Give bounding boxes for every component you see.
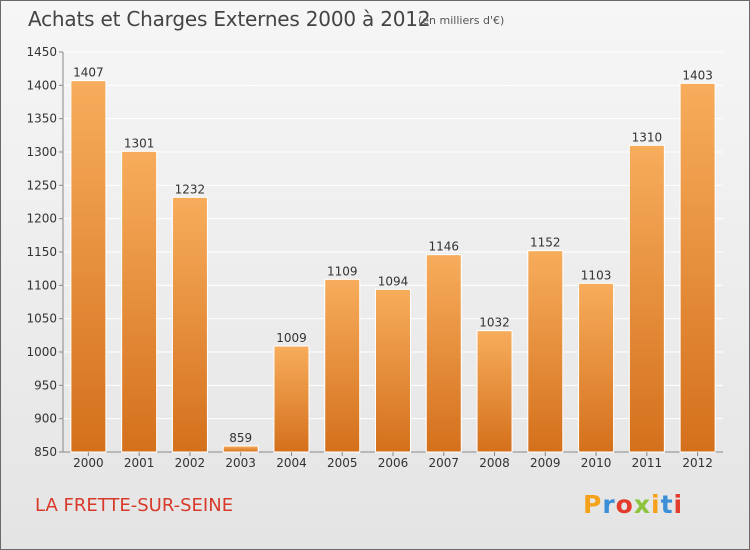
- x-tick-label: 2002: [175, 456, 206, 470]
- bar-2002: [171, 196, 208, 453]
- chart-subtitle: (en milliers d'€): [418, 14, 505, 27]
- bar-2009: [527, 250, 564, 453]
- bar-value-label: 1009: [276, 331, 307, 345]
- x-tick-label: 2001: [124, 456, 155, 470]
- y-tick-label: 1150: [26, 245, 57, 259]
- commune-name: LA FRETTE-SUR-SEINE: [35, 495, 234, 516]
- logo-letter: r: [602, 490, 616, 519]
- y-tick-label: 900: [34, 412, 57, 426]
- bar-2000: [70, 80, 107, 453]
- logo-letter: i: [651, 490, 661, 519]
- x-tick-label: 2011: [632, 456, 663, 470]
- bar-2011: [628, 144, 665, 453]
- bar-value-label: 1310: [632, 130, 663, 144]
- y-tick-label: 850: [34, 445, 57, 459]
- bar-2004: [273, 345, 310, 453]
- x-tick-label: 2010: [581, 456, 612, 470]
- x-tick-label: 2012: [682, 456, 713, 470]
- x-tick-label: 2003: [225, 456, 256, 470]
- y-tick-label: 950: [34, 378, 57, 392]
- x-tick-label: 2008: [479, 456, 510, 470]
- chart-title: Achats et Charges Externes 2000 à 2012: [28, 7, 431, 31]
- bar-value-label: 1232: [175, 182, 206, 196]
- y-tick-label: 1050: [26, 312, 57, 326]
- bar-value-label: 1109: [327, 264, 358, 278]
- bar-2001: [121, 150, 158, 453]
- logo-letter: t: [660, 490, 674, 519]
- proxiti-logo[interactable]: Proxiti: [583, 490, 683, 519]
- bar-value-label: 1301: [124, 136, 155, 150]
- bar-2006: [375, 288, 411, 453]
- logo-letter: x: [633, 490, 651, 519]
- y-tick-label: 1400: [26, 78, 57, 92]
- logo-letter: P: [583, 490, 603, 519]
- bar-value-label: 1103: [581, 268, 612, 282]
- bar-value-label: 1152: [530, 236, 561, 250]
- y-tick-label: 1200: [26, 212, 57, 226]
- y-tick-label: 1000: [26, 345, 57, 359]
- y-tick-label: 1350: [26, 112, 57, 126]
- bar-value-label: 859: [229, 431, 252, 445]
- x-tick-label: 2000: [73, 456, 104, 470]
- bar-value-label: 1032: [479, 316, 510, 330]
- bar-2010: [578, 282, 615, 453]
- x-tick-label: 2009: [530, 456, 561, 470]
- bar-2007: [425, 254, 462, 453]
- logo-letter: i: [673, 490, 684, 519]
- bar-2005: [324, 278, 361, 453]
- bar-value-label: 1403: [682, 68, 713, 82]
- y-tick-label: 1450: [26, 45, 57, 59]
- y-tick-label: 1250: [26, 178, 57, 192]
- bar-2012: [679, 82, 716, 453]
- x-tick-label: 2005: [327, 456, 358, 470]
- y-tick-label: 1300: [26, 145, 57, 159]
- x-tick-label: 2006: [378, 456, 409, 470]
- bar-2008: [476, 330, 513, 453]
- bar-value-label: 1146: [428, 240, 459, 254]
- bar-value-label: 1407: [73, 66, 104, 80]
- bar-value-label: 1094: [378, 274, 409, 288]
- x-tick-label: 2004: [276, 456, 307, 470]
- bar-2003: [222, 445, 259, 453]
- x-tick-label: 2007: [428, 456, 459, 470]
- y-tick-label: 1100: [26, 278, 57, 292]
- logo-letter: o: [615, 490, 634, 519]
